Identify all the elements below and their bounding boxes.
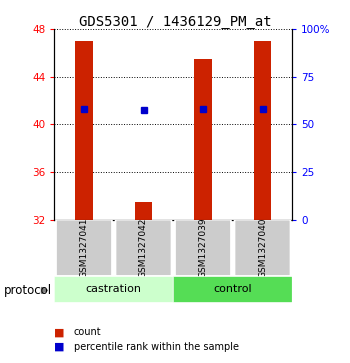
FancyBboxPatch shape — [56, 220, 112, 276]
Text: count: count — [74, 327, 101, 337]
Bar — [75, 41, 93, 220]
Text: ■: ■ — [54, 342, 65, 352]
FancyBboxPatch shape — [234, 220, 290, 276]
Bar — [194, 59, 212, 220]
FancyBboxPatch shape — [175, 220, 231, 276]
FancyBboxPatch shape — [173, 277, 292, 303]
Text: GSM1327039: GSM1327039 — [198, 217, 208, 278]
Text: GSM1327041: GSM1327041 — [79, 217, 89, 278]
FancyBboxPatch shape — [54, 277, 173, 303]
Text: ■: ■ — [54, 327, 65, 337]
Text: GSM1327042: GSM1327042 — [139, 217, 148, 278]
Bar — [134, 202, 152, 220]
Text: percentile rank within the sample: percentile rank within the sample — [74, 342, 238, 352]
Text: GSM1327040: GSM1327040 — [258, 217, 267, 278]
Text: GDS5301 / 1436129_PM_at: GDS5301 / 1436129_PM_at — [79, 15, 271, 29]
Text: control: control — [214, 285, 252, 294]
Text: protocol: protocol — [4, 284, 52, 297]
Text: castration: castration — [86, 285, 142, 294]
Bar — [253, 41, 272, 220]
FancyBboxPatch shape — [116, 220, 172, 276]
